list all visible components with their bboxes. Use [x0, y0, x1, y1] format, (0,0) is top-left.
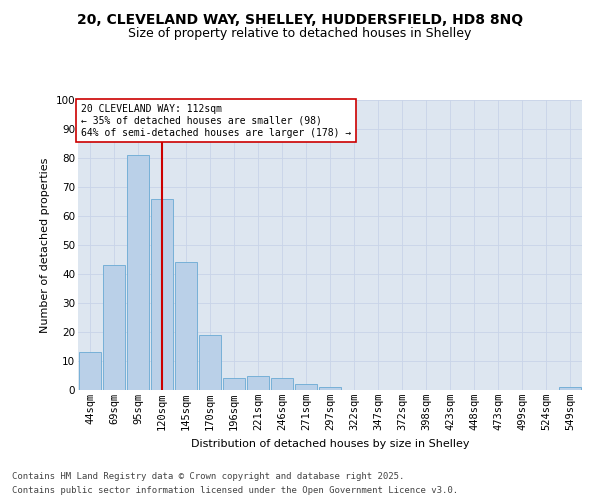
Text: 20, CLEVELAND WAY, SHELLEY, HUDDERSFIELD, HD8 8NQ: 20, CLEVELAND WAY, SHELLEY, HUDDERSFIELD…: [77, 12, 523, 26]
Bar: [199, 335, 221, 390]
Text: Contains public sector information licensed under the Open Government Licence v3: Contains public sector information licen…: [12, 486, 458, 495]
Bar: [175, 262, 197, 390]
Text: Contains HM Land Registry data © Crown copyright and database right 2025.: Contains HM Land Registry data © Crown c…: [12, 472, 404, 481]
Bar: [319, 387, 341, 390]
Bar: [223, 378, 245, 390]
Y-axis label: Number of detached properties: Number of detached properties: [40, 158, 50, 332]
Bar: [247, 376, 269, 390]
Text: Size of property relative to detached houses in Shelley: Size of property relative to detached ho…: [128, 28, 472, 40]
Bar: [127, 155, 149, 390]
Bar: [271, 378, 293, 390]
Bar: [79, 352, 101, 390]
Bar: [295, 384, 317, 390]
Bar: [151, 198, 173, 390]
Bar: [103, 266, 125, 390]
X-axis label: Distribution of detached houses by size in Shelley: Distribution of detached houses by size …: [191, 438, 469, 448]
Bar: [559, 387, 581, 390]
Text: 20 CLEVELAND WAY: 112sqm
← 35% of detached houses are smaller (98)
64% of semi-d: 20 CLEVELAND WAY: 112sqm ← 35% of detach…: [80, 104, 351, 138]
